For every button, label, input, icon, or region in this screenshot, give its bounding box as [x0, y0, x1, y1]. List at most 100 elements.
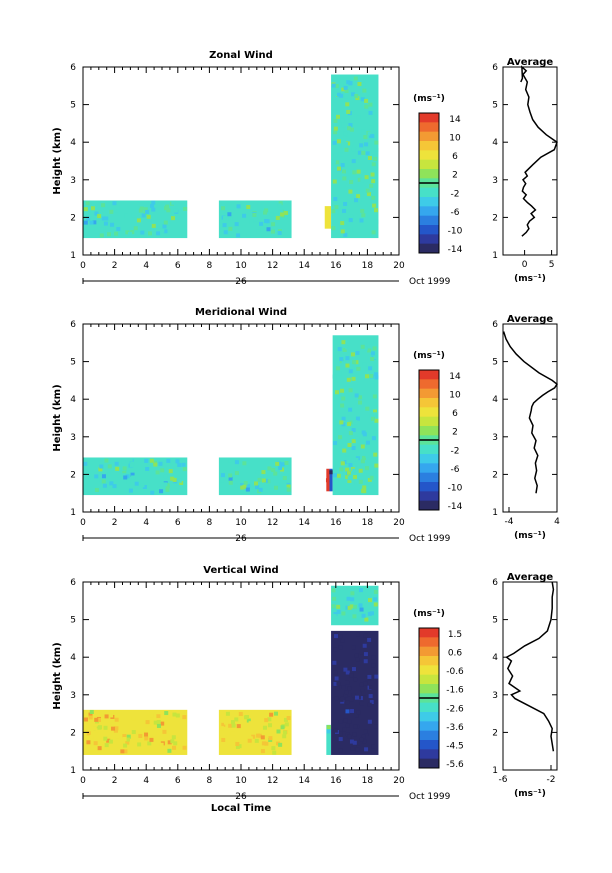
heatmap-cell — [372, 405, 377, 410]
heatmap-cell — [104, 714, 109, 719]
heatmap-cell — [126, 479, 131, 484]
heatmap-cell — [352, 144, 357, 149]
y-tick-label: 3 — [70, 176, 76, 186]
heatmap-cell — [336, 139, 341, 144]
heatmap-cell — [341, 169, 346, 174]
heatmap-cell — [371, 436, 376, 441]
heatmap-cell — [244, 715, 249, 720]
heatmap-cell — [151, 207, 156, 212]
heatmap-cell — [333, 647, 338, 652]
heatmap-cell — [238, 711, 243, 716]
heatmap-cell — [351, 667, 356, 672]
heatmap-cell — [348, 431, 353, 436]
heatmap-cell — [163, 220, 168, 225]
heatmap-cell — [345, 723, 350, 728]
heatmap-cell — [351, 446, 356, 451]
heatmap-cell — [331, 83, 336, 88]
heatmap-cell — [99, 233, 104, 238]
heatmap-cell — [366, 473, 371, 478]
profile-frame — [502, 66, 558, 256]
heatmap-cell — [339, 357, 344, 362]
heatmap-cell — [345, 732, 350, 737]
heatmap-cell — [107, 464, 112, 469]
heatmap-cell — [236, 724, 241, 729]
colorbar-swatch — [419, 398, 439, 408]
y-tick-label: 2 — [70, 728, 76, 738]
heatmap-cell — [224, 232, 229, 237]
heatmap-block — [324, 206, 332, 229]
heatmap-cell — [360, 459, 365, 464]
heatmap-cell — [246, 233, 251, 238]
heatmap-cell — [343, 667, 348, 672]
heatmap-cell — [363, 681, 368, 686]
heatmap-cell — [351, 468, 356, 473]
y-tick-label: 4 — [70, 653, 76, 663]
heatmap-cell — [99, 464, 104, 469]
heatmap-cell — [359, 143, 364, 148]
heatmap-cell — [177, 478, 182, 483]
colorbar-swatch — [419, 113, 439, 123]
x-tick-label: 12 — [267, 261, 278, 271]
heatmap-cell — [122, 466, 127, 471]
heatmap-cell — [371, 179, 376, 184]
heatmap-cell — [240, 485, 245, 490]
heatmap-cell — [220, 473, 225, 478]
colorbar-tick-label: -2.6 — [446, 704, 464, 714]
heatmap-cell — [261, 741, 266, 746]
heatmap-cell — [266, 227, 271, 232]
heatmap-cell — [151, 200, 156, 205]
heatmap-cell — [182, 715, 187, 720]
heatmap-cell — [172, 745, 177, 750]
heatmap-cell — [343, 131, 348, 136]
heatmap-cell — [164, 711, 169, 716]
heatmap-cell — [271, 222, 276, 227]
heatmap-cell — [372, 408, 377, 413]
heatmap-cell — [183, 206, 188, 211]
heatmap-cell — [261, 478, 266, 483]
y-tick-label: 2 — [70, 213, 76, 223]
heatmap-cell — [343, 85, 348, 90]
heatmap-cell — [282, 730, 287, 735]
heatmap-cell — [350, 591, 355, 596]
heatmap-cell — [371, 230, 376, 235]
heatmap-cell — [84, 717, 89, 722]
heatmap-cell — [361, 734, 366, 739]
heatmap-cell — [336, 473, 341, 478]
heatmap-cell — [104, 743, 109, 748]
heatmap-cell — [97, 725, 102, 730]
heatmap-cell — [92, 726, 97, 731]
colorbar-swatch — [419, 491, 439, 502]
colorbar-swatch — [419, 500, 439, 511]
heatmap-cell — [358, 468, 363, 473]
x-tick-label: 6 — [175, 776, 181, 786]
heatmap-cell — [368, 694, 373, 699]
heatmap-cell — [156, 723, 161, 728]
heatmap-cell — [171, 216, 176, 221]
heatmap-cell — [370, 416, 375, 421]
x-tick-label: 18 — [362, 776, 374, 786]
colorbar-tick-label: 6 — [452, 152, 458, 162]
heatmap-cell — [167, 740, 172, 745]
heatmap-cell — [286, 484, 291, 489]
heatmap-cell — [101, 474, 106, 479]
heatmap-cell — [182, 467, 187, 472]
heatmap-cell — [254, 481, 259, 486]
heatmap-cell — [269, 212, 274, 217]
heatmap-cell — [369, 611, 374, 616]
y-tick-label: 3 — [70, 433, 76, 443]
heatmap-cell — [363, 135, 368, 140]
heatmap-cell — [143, 207, 148, 212]
heatmap-cell — [264, 219, 269, 224]
heatmap-cell — [123, 475, 128, 480]
colorbar-swatch — [419, 243, 439, 254]
heatmap-cell — [103, 736, 108, 741]
heatmap-cell — [171, 210, 176, 215]
heatmap-cell — [338, 748, 343, 753]
heatmap-cell — [276, 741, 281, 746]
heatmap-cell — [159, 742, 164, 747]
heatmap-cell — [352, 732, 357, 737]
heatmap-cell — [345, 709, 350, 714]
colorbar-tick-label: 2 — [452, 171, 458, 181]
heatmap-cell — [363, 659, 368, 664]
heatmap-cell — [362, 362, 367, 367]
